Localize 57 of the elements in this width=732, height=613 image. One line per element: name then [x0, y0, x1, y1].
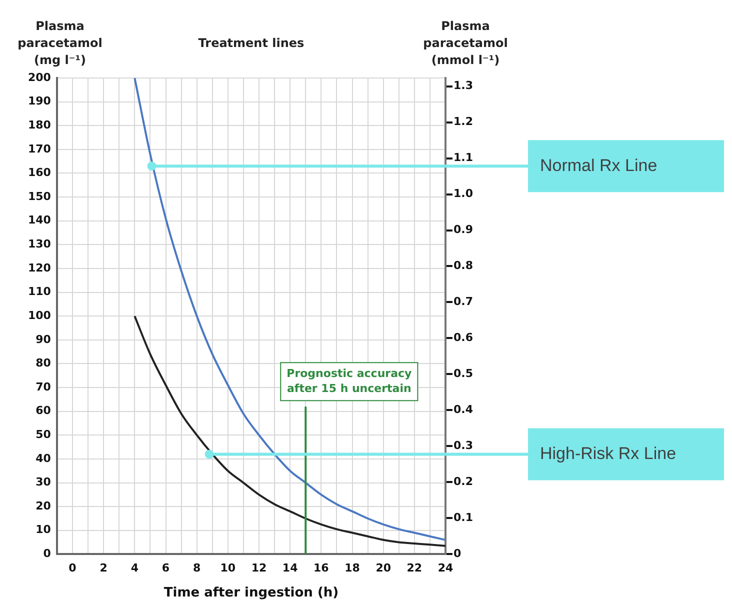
y2-axis-title: Plasma paracetamol (mmol l⁻¹)	[423, 19, 508, 67]
ref-line-label: Prognostic accuracy after 15 h uncertain	[286, 366, 412, 395]
x-tick-label: 12	[251, 562, 267, 575]
y-tick-label: 110	[28, 285, 52, 298]
annotation: Normal Rx Line	[540, 156, 658, 175]
y-tick-label: 140	[28, 214, 52, 227]
line-series	[134, 315, 446, 547]
y-tick-label: 100	[28, 308, 52, 322]
x-tick-label: 10	[220, 562, 236, 575]
y-tick-label: 30	[36, 476, 52, 489]
y-tick-label: 200	[28, 70, 52, 84]
y2-tick-label: 0.5	[454, 367, 474, 380]
x-tick-label: 14	[282, 562, 298, 575]
y2-tick-label: 0.7	[454, 295, 474, 308]
x-tick-label: 6	[162, 562, 170, 575]
y-tick-label: 90	[36, 332, 52, 346]
y-tick-label: 150	[28, 190, 52, 203]
y2-tick-label: 1.2	[454, 115, 474, 128]
y2-tick-label: 1.1	[454, 151, 474, 164]
y-tick-label: 170	[28, 142, 52, 156]
y-axis-title: Plasma paracetamol (mg l⁻¹)	[18, 19, 102, 67]
y2-tick-label: 0.3	[454, 439, 474, 452]
y-tick-label: 0	[43, 547, 52, 560]
x-tick-label: 2	[100, 562, 108, 575]
y-tick-label: 180	[28, 118, 52, 132]
y2-tick-label: 0.4	[454, 403, 474, 416]
annotation: High-Risk Rx Line	[540, 444, 676, 463]
y2-tick-label: 0.6	[454, 331, 474, 344]
y2-tick-label: 0.9	[454, 223, 474, 236]
x-tick-label: 16	[314, 562, 330, 575]
chart-title: Treatment lines	[198, 36, 304, 50]
x-tick-label: 24	[438, 562, 454, 575]
y2-tick-label: 0.1	[454, 511, 474, 524]
y2-tick-label: 1.3	[454, 79, 474, 92]
y2-tick-label: 0	[454, 547, 462, 560]
x-tick-label: 22	[406, 562, 422, 575]
x-axis-title: Time after ingestion (h)	[164, 586, 339, 601]
y-tick-label: 120	[28, 261, 52, 274]
y-tick-label: 10	[36, 523, 52, 536]
y-tick-label: 40	[36, 452, 52, 465]
x-tick-label: 4	[130, 562, 139, 575]
x-tick-label: 18	[344, 562, 360, 575]
y-tick-label: 80	[36, 356, 52, 370]
y2-tick-label: 0.2	[454, 475, 474, 488]
y-tick-label: 190	[28, 94, 52, 108]
y2-tick-label: 1.0	[454, 187, 474, 200]
x-tick-label: 0	[68, 562, 77, 575]
y-tick-label: 20	[36, 499, 52, 512]
y-tick-label: 130	[28, 238, 52, 251]
y-tick-label: 50	[36, 428, 52, 442]
y-tick-label: 60	[36, 404, 52, 418]
y2-tick-label: 0.8	[454, 259, 474, 272]
y-tick-label: 160	[28, 166, 52, 180]
x-tick-label: 8	[193, 562, 201, 575]
line-series	[134, 78, 446, 541]
y-tick-label: 70	[36, 380, 52, 394]
x-tick-label: 20	[376, 562, 392, 575]
